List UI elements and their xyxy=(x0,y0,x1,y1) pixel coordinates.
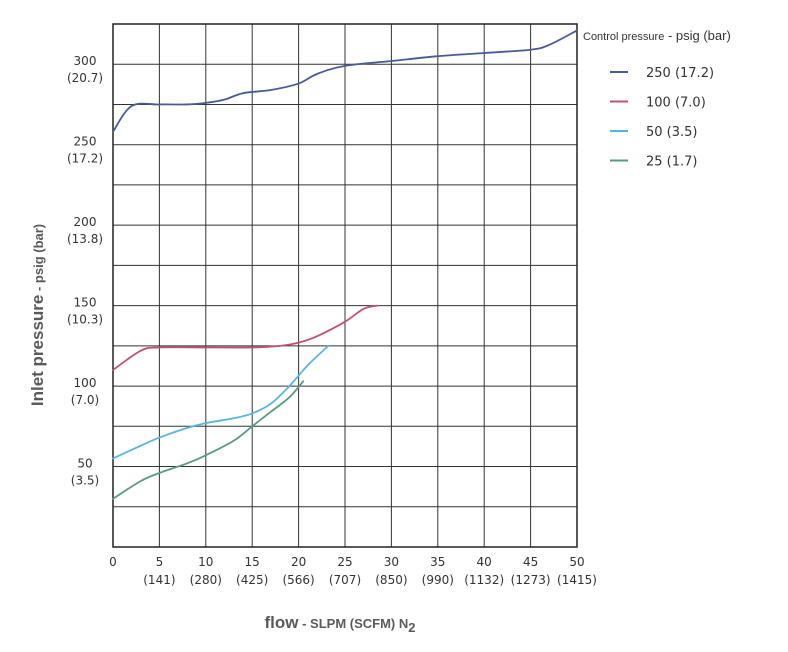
x-tick-label: 10 xyxy=(198,555,213,569)
y-axis-label: Inlet pressure - psig (bar) xyxy=(28,224,47,406)
x-axis-label-subscript: 2 xyxy=(408,620,415,635)
y-tick-label: 150 xyxy=(74,296,97,310)
legend-item-label: 250 (17.2) xyxy=(646,66,714,81)
series-line xyxy=(112,380,305,500)
y-tick-sublabel: (17.2) xyxy=(67,152,103,166)
x-tick-sublabel: (1273) xyxy=(511,573,551,587)
series-line xyxy=(112,304,379,371)
legend-title-unit: - psig (bar) xyxy=(664,28,730,43)
y-tick-sublabel: (7.0) xyxy=(71,393,99,407)
y-axis-ticks: 50 (3.5) 100 (7.0) 150 (10.3) 200 (13.8) 250 (17.… xyxy=(67,54,103,487)
legend: Control pressure - psig (bar) 250 (17.2)… xyxy=(583,28,731,170)
legend-title: Control pressure - psig (bar) xyxy=(583,28,731,43)
legend-title-main: Control pressure xyxy=(583,31,664,43)
y-tick-label: 50 xyxy=(77,457,92,471)
y-axis-label-main: Inlet pressure xyxy=(28,295,47,407)
x-tick-label: 35 xyxy=(430,555,445,569)
x-tick-label: 50 xyxy=(569,555,584,569)
x-tick-sublabel: (566) xyxy=(282,573,314,587)
y-tick-label: 300 xyxy=(74,54,97,68)
x-tick-label: 45 xyxy=(523,555,538,569)
series-line xyxy=(112,29,578,133)
x-tick-label: 20 xyxy=(291,555,306,569)
x-tick-sublabel: (425) xyxy=(236,573,268,587)
x-tick-label: 0 xyxy=(109,555,117,569)
series-line xyxy=(112,344,330,460)
y-tick-label: 100 xyxy=(74,376,97,390)
legend-item-label: 25 (1.7) xyxy=(646,155,698,170)
plot-frame xyxy=(112,23,578,548)
x-tick-label: 5 xyxy=(156,555,164,569)
x-axis-label-unit: - SLPM (SCFM) N xyxy=(299,616,409,631)
x-axis-label: flow - SLPM (SCFM) N2 xyxy=(265,613,416,635)
x-tick-label: 40 xyxy=(477,555,492,569)
x-tick-sublabel: (280) xyxy=(190,573,222,587)
y-tick-label: 250 xyxy=(74,135,97,149)
x-tick-sublabel: (990) xyxy=(422,573,454,587)
y-tick-label: 200 xyxy=(74,215,97,229)
legend-item-label: 100 (7.0) xyxy=(646,96,706,111)
y-tick-sublabel: (20.7) xyxy=(67,71,103,85)
x-tick-sublabel: (1132) xyxy=(464,573,504,587)
x-tick-sublabel: (850) xyxy=(375,573,407,587)
x-tick-label: 15 xyxy=(245,555,260,569)
grid xyxy=(113,24,577,547)
y-axis-label-unit: - psig (bar) xyxy=(31,224,46,295)
x-tick-label: 30 xyxy=(384,555,399,569)
x-axis-label-main: flow xyxy=(265,613,300,632)
x-tick-sublabel: (141) xyxy=(143,573,175,587)
y-tick-sublabel: (10.3) xyxy=(67,313,103,327)
x-tick-sublabel: (1415) xyxy=(557,573,597,587)
series xyxy=(112,29,578,500)
legend-item-label: 50 (3.5) xyxy=(646,125,698,140)
y-tick-sublabel: (13.8) xyxy=(67,232,103,246)
x-tick-label: 25 xyxy=(337,555,352,569)
x-tick-sublabel: (707) xyxy=(329,573,361,587)
x-axis-ticks: 0 5 (141) 10 (280) 15 (425) 20 (566) 25 (707) 30 (85… xyxy=(109,555,597,587)
y-tick-sublabel: (3.5) xyxy=(71,474,99,488)
